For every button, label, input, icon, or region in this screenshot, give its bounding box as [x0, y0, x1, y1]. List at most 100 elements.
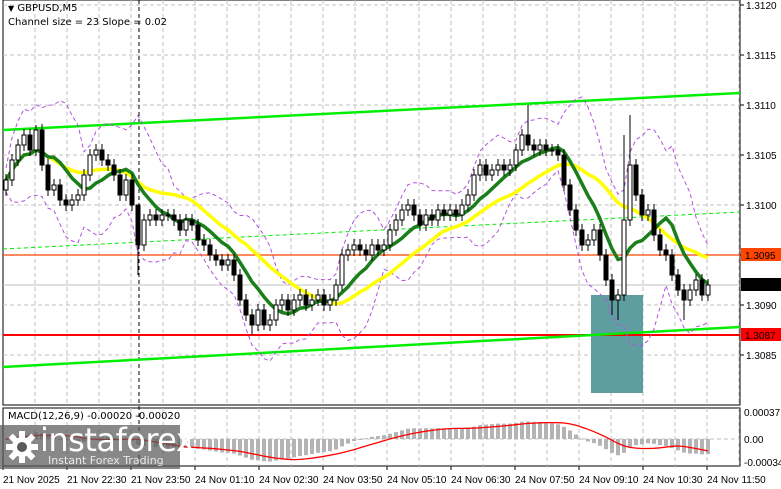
candle — [291, 299, 297, 311]
candle — [141, 219, 147, 246]
candle — [489, 169, 495, 176]
candle — [555, 149, 561, 156]
candle — [609, 279, 615, 301]
candle — [429, 214, 435, 221]
price-tick-label: 1.3110 — [746, 101, 776, 112]
macd-histogram-bar — [334, 439, 338, 450]
candle — [465, 194, 471, 206]
candle — [111, 164, 117, 176]
candle — [693, 279, 699, 291]
collapse-triangle-icon[interactable]: ▼ — [8, 4, 15, 13]
candle — [177, 219, 183, 231]
macd-histogram-bar — [502, 423, 506, 439]
macd-histogram-bar — [328, 439, 332, 452]
candle — [447, 209, 453, 216]
macd-histogram-bar — [388, 433, 392, 439]
candle — [309, 299, 315, 306]
macd-histogram-bar — [286, 439, 290, 459]
macd-histogram-bar — [556, 424, 560, 439]
candle — [537, 144, 543, 151]
candle — [237, 274, 243, 301]
macd-histogram-bar — [688, 439, 692, 454]
macd-histogram-bar — [538, 422, 542, 439]
candle — [27, 134, 33, 151]
macd-histogram-bar — [568, 430, 572, 439]
macd-histogram-bar — [574, 434, 578, 439]
candle — [657, 234, 663, 251]
candle — [597, 229, 603, 256]
macd-histogram-bar — [646, 439, 650, 444]
macd-histogram-bar — [628, 439, 632, 448]
watermark: instaforex Instant Forex Trading — [0, 421, 195, 469]
macd-histogram-bar — [490, 424, 494, 439]
candle — [129, 179, 135, 206]
candle — [663, 249, 669, 256]
gear-logo-icon — [6, 431, 38, 463]
macd-histogram-bar — [598, 439, 602, 446]
macd-histogram-bar — [676, 439, 680, 451]
symbol-label: GBPUSD,M5 — [17, 3, 78, 14]
candle — [645, 209, 651, 216]
macd-histogram-bar — [322, 439, 326, 453]
time-tick-label: 24 Nov 11:50 — [707, 475, 766, 486]
candle — [699, 279, 705, 296]
candle — [375, 244, 381, 251]
price-tick-label: 1.3085 — [746, 351, 777, 362]
candle — [423, 214, 429, 226]
candle — [513, 149, 519, 166]
candle — [303, 294, 309, 306]
macd-histogram-bar — [448, 428, 452, 439]
macd-histogram-bar — [520, 421, 524, 439]
candle — [3, 179, 9, 191]
price-tick-label: 1.3115 — [746, 51, 776, 62]
macd-histogram-bar — [376, 436, 380, 439]
macd-histogram-bar — [658, 439, 662, 446]
price-tick-label: 1.3105 — [746, 151, 777, 162]
candle — [435, 209, 441, 221]
candle — [345, 249, 351, 256]
candle — [351, 244, 357, 251]
candle — [393, 219, 399, 231]
time-tick-label: 21 Nov 2025 — [3, 475, 60, 486]
macd-histogram-bar — [418, 428, 422, 439]
macd-histogram-bar — [610, 439, 614, 453]
price-level-badge — [741, 248, 781, 261]
macd-histogram-bar — [298, 439, 302, 456]
macd-histogram-bar — [178, 439, 182, 449]
candle — [147, 214, 153, 221]
candle — [561, 154, 567, 186]
candle — [63, 199, 69, 206]
macd-histogram-bar — [652, 439, 656, 444]
macd-histogram-bar — [478, 425, 482, 439]
macd-histogram-bar — [280, 439, 284, 460]
macd-histogram-bar — [670, 439, 674, 449]
zone-layer — [591, 295, 643, 393]
macd-histogram-bar — [550, 423, 554, 439]
macd-histogram-bar — [664, 439, 668, 447]
macd-histogram-bar — [430, 428, 434, 439]
macd-histogram-bar — [316, 439, 320, 453]
candle — [153, 214, 159, 221]
candle — [417, 214, 423, 226]
candle — [99, 149, 105, 161]
time-tick-label: 24 Nov 02:30 — [259, 475, 319, 486]
macd-histogram-bar — [604, 439, 608, 450]
envelope-lower-line — [5, 169, 709, 362]
candle — [135, 204, 141, 246]
macd-histogram-bar — [238, 439, 242, 456]
candle — [585, 239, 591, 246]
price-tick-label: 1.3100 — [746, 201, 777, 212]
candle — [21, 134, 27, 146]
candle — [531, 144, 537, 151]
macd-histogram-bar — [508, 423, 512, 439]
candle — [525, 134, 531, 146]
candle — [243, 299, 249, 316]
macd-histogram-bar — [400, 430, 404, 439]
candle — [549, 149, 555, 152]
macd-histogram-bar — [232, 439, 236, 454]
candle — [669, 254, 675, 276]
macd-histogram-bar — [274, 439, 278, 461]
macd-histogram-bar — [262, 439, 266, 462]
